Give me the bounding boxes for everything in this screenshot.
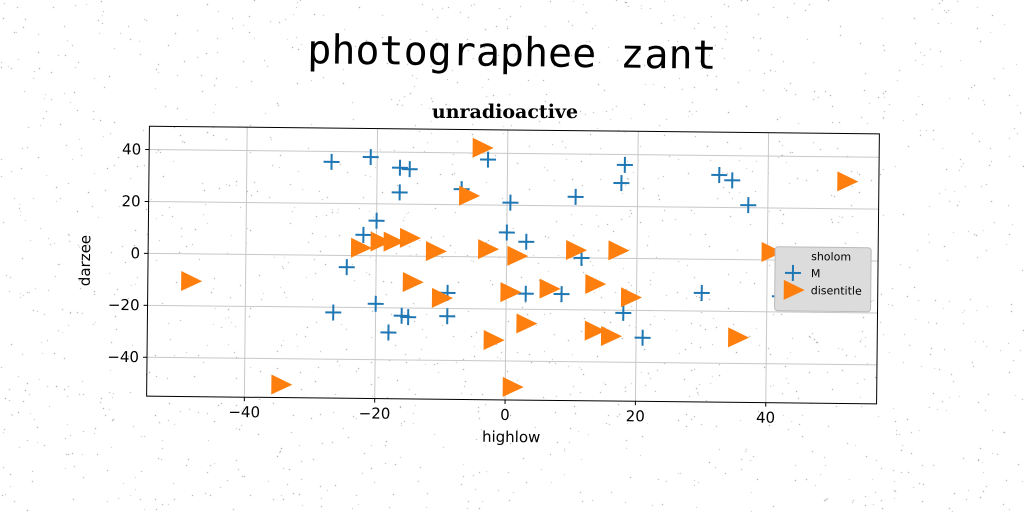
triangle-marker xyxy=(431,287,453,308)
plus-marker xyxy=(615,304,632,321)
triangle-marker xyxy=(500,282,522,303)
legend-title: sholom xyxy=(811,250,851,263)
y-tick-label: 40 xyxy=(122,140,141,158)
triangle-marker xyxy=(402,272,424,293)
triangle-marker xyxy=(477,239,500,260)
x-gridline xyxy=(243,127,248,398)
plus-marker xyxy=(439,308,456,325)
plus-marker xyxy=(634,329,651,346)
plus-marker xyxy=(613,175,630,192)
y-gridline xyxy=(148,200,879,210)
triangle-marker xyxy=(399,227,421,248)
triangle-marker xyxy=(761,242,783,263)
plus-marker xyxy=(553,286,570,303)
triangle-marker xyxy=(458,185,481,206)
triangle-marker xyxy=(837,171,859,192)
plus-marker xyxy=(616,156,633,173)
chart-title: unradioactive xyxy=(432,101,578,123)
plus-marker xyxy=(338,259,355,276)
triangle-marker xyxy=(502,376,524,397)
x-axis-label: highlow xyxy=(482,428,541,447)
x-tick-label: 0 xyxy=(500,406,510,424)
plot-area: −40 −20 0 20 40 40 20 0 −20 −40 highlow darzee sh… xyxy=(76,125,880,447)
plus-marker xyxy=(391,159,408,176)
x-gridline xyxy=(634,131,639,402)
triangle-marker xyxy=(539,278,561,299)
y-axis-label: darzee xyxy=(76,235,95,286)
x-gridline xyxy=(504,129,509,400)
plus-marker xyxy=(724,172,741,189)
triangle-marker xyxy=(600,326,623,347)
plus-marker xyxy=(380,324,397,341)
plus-marker xyxy=(323,153,340,170)
plus-marker xyxy=(740,197,757,214)
x-tick-label: −40 xyxy=(228,403,260,421)
triangle-marker xyxy=(620,287,642,308)
plus-marker xyxy=(498,224,515,241)
triangle-marker xyxy=(565,239,588,260)
triangle-marker xyxy=(181,271,203,292)
triangle-marker xyxy=(608,240,630,261)
triangle-marker xyxy=(383,231,405,252)
plus-marker xyxy=(567,188,584,205)
data-points xyxy=(181,137,859,397)
legend-label: M xyxy=(811,267,821,280)
legend-marker xyxy=(783,279,805,300)
plus-marker xyxy=(400,309,417,326)
x-gridline xyxy=(374,128,379,399)
triangle-marker xyxy=(585,273,607,294)
plus-marker xyxy=(367,295,384,312)
x-tick-label: 20 xyxy=(626,407,645,425)
y-gridline xyxy=(147,356,877,366)
y-gridline xyxy=(147,304,878,314)
plus-marker xyxy=(355,226,372,243)
x-tick-label: 40 xyxy=(756,409,775,427)
y-tick-label: −20 xyxy=(108,296,140,314)
y-gridline xyxy=(149,149,880,158)
triangle-marker xyxy=(370,231,392,252)
plus-marker xyxy=(401,161,418,178)
y-tick-label: 0 xyxy=(130,244,140,262)
triangle-marker xyxy=(516,313,538,334)
plot-frame xyxy=(146,125,880,405)
triangle-marker xyxy=(483,329,505,350)
plus-marker xyxy=(393,307,410,324)
plus-marker xyxy=(391,184,408,201)
legend-box xyxy=(774,246,872,313)
plus-marker xyxy=(517,285,534,302)
triangle-marker xyxy=(584,320,606,341)
y-tick-label: 20 xyxy=(121,192,140,210)
plus-marker xyxy=(362,149,379,166)
plus-marker xyxy=(480,151,497,168)
plus-marker xyxy=(518,233,535,250)
grid xyxy=(147,127,880,403)
plus-marker xyxy=(368,212,385,229)
axis-ticks: −40 −20 0 20 40 40 20 0 −20 −40 xyxy=(107,140,775,427)
plus-marker xyxy=(693,284,710,301)
triangle-marker xyxy=(425,241,447,262)
triangle-marker xyxy=(271,374,293,395)
y-tick-label: −40 xyxy=(107,348,139,366)
triangle-marker xyxy=(472,137,494,158)
triangle-marker xyxy=(507,245,529,266)
x-gridline xyxy=(765,132,770,403)
legend-label: disentitle xyxy=(811,284,862,298)
triangle-marker xyxy=(728,327,750,348)
plus-marker xyxy=(502,194,519,211)
plus-marker xyxy=(325,304,342,321)
x-tick-label: −20 xyxy=(359,404,391,422)
plus-marker xyxy=(711,166,728,184)
legend-marker xyxy=(784,264,801,281)
triangle-marker xyxy=(350,237,373,258)
